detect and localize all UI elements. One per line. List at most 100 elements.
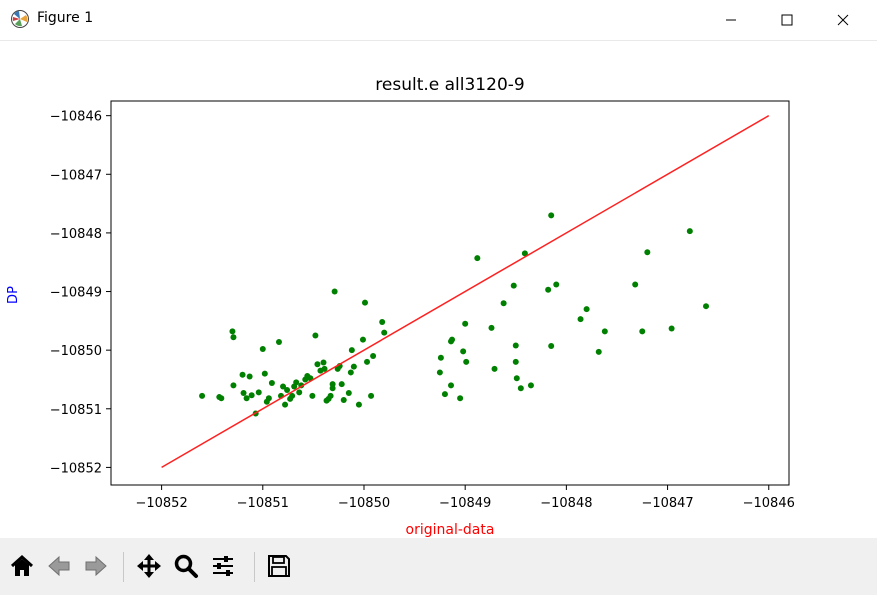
x-tick-label: −10850 (338, 496, 390, 511)
data-point (500, 300, 507, 307)
data-point (268, 379, 275, 386)
pan-button[interactable] (135, 551, 163, 581)
data-point (379, 319, 386, 326)
y-axis-ticks: −10852 −10851 −10850 −10849 −10848 −10847 −108… (50, 110, 111, 476)
data-point (545, 286, 552, 293)
toolbar-separator (254, 552, 255, 582)
save-button[interactable] (265, 551, 293, 581)
maximize-icon (781, 14, 793, 26)
data-point (340, 396, 347, 403)
home-button[interactable] (8, 551, 36, 581)
y-tick-label: −10849 (50, 286, 102, 301)
data-point (457, 395, 464, 402)
data-point (359, 336, 366, 343)
back-icon (48, 555, 70, 577)
x-tick-label: −10849 (439, 496, 491, 511)
data-point (261, 370, 268, 377)
data-point (462, 320, 469, 327)
y-tick-label: −10852 (50, 461, 102, 476)
y-tick-label: −10851 (50, 403, 102, 418)
data-point (259, 345, 266, 352)
configure-subplots-button[interactable] (209, 551, 237, 581)
data-point (370, 353, 377, 360)
x-tick-label: −10846 (743, 496, 795, 511)
data-point (329, 385, 336, 392)
data-point (510, 282, 517, 289)
data-point (218, 395, 225, 402)
home-icon (10, 554, 34, 576)
y-tick-label: −10846 (50, 110, 102, 125)
data-point (521, 250, 528, 257)
plot-area (110, 100, 790, 486)
data-point (309, 392, 316, 399)
x-tick-label: −10848 (540, 496, 592, 511)
data-point (229, 328, 236, 335)
window-titlebar: Figure 1 (0, 0, 877, 40)
data-point (632, 281, 639, 288)
data-point (703, 303, 710, 310)
data-point (639, 328, 646, 335)
data-point (460, 348, 467, 355)
navigation-toolbar (0, 538, 877, 595)
data-point (314, 361, 321, 368)
data-point (364, 358, 371, 365)
data-point (240, 389, 247, 396)
reference-line (161, 115, 770, 469)
data-point (327, 392, 334, 399)
data-point (474, 255, 481, 262)
data-point (293, 379, 300, 386)
zoom-button[interactable] (172, 551, 200, 581)
data-point (347, 369, 354, 376)
maximize-button[interactable] (759, 0, 815, 40)
data-point (437, 354, 444, 361)
zoom-icon (174, 554, 198, 578)
data-point (338, 381, 345, 388)
data-point (275, 338, 282, 345)
forward-button[interactable] (82, 551, 110, 581)
data-point (321, 365, 328, 372)
data-point (296, 389, 303, 396)
data-point (255, 389, 262, 396)
data-point (601, 328, 608, 335)
y-tick-label: −10850 (50, 344, 102, 359)
data-point (361, 299, 368, 306)
data-point (668, 325, 675, 332)
data-point (644, 249, 651, 256)
data-point (348, 347, 355, 354)
minimize-button[interactable] (703, 0, 759, 40)
data-point (448, 382, 455, 389)
x-tick-label: −10851 (237, 496, 289, 511)
scatter-points (199, 212, 710, 417)
data-point (577, 316, 584, 323)
data-point (265, 395, 272, 402)
data-point (517, 385, 524, 392)
data-point (248, 392, 255, 399)
chart-title: result.e all3120-9 (375, 75, 524, 95)
data-point (284, 387, 291, 394)
data-point (381, 329, 388, 336)
back-button[interactable] (45, 551, 73, 581)
toolbar-separator (123, 552, 124, 582)
matplotlib-icon (11, 10, 29, 28)
x-tick-label: −10852 (135, 496, 187, 511)
data-point (243, 395, 250, 402)
data-point (513, 375, 520, 382)
data-point (463, 358, 470, 365)
data-point (512, 342, 519, 349)
close-icon (837, 14, 849, 26)
close-button[interactable] (815, 0, 871, 40)
figure-canvas[interactable]: result.e all3120-9 −10852 −10851 −10850 −10… (0, 40, 877, 539)
data-point (239, 371, 246, 378)
data-point (246, 373, 253, 380)
save-icon (268, 555, 290, 577)
data-point (441, 391, 448, 398)
data-point (329, 381, 336, 388)
data-point (436, 369, 443, 376)
forward-icon (85, 555, 107, 577)
minimize-icon (726, 19, 736, 21)
data-point (583, 306, 590, 313)
data-point (230, 382, 237, 389)
data-point (331, 288, 338, 295)
data-point (449, 336, 456, 343)
x-axis-label: original-data (406, 522, 495, 538)
